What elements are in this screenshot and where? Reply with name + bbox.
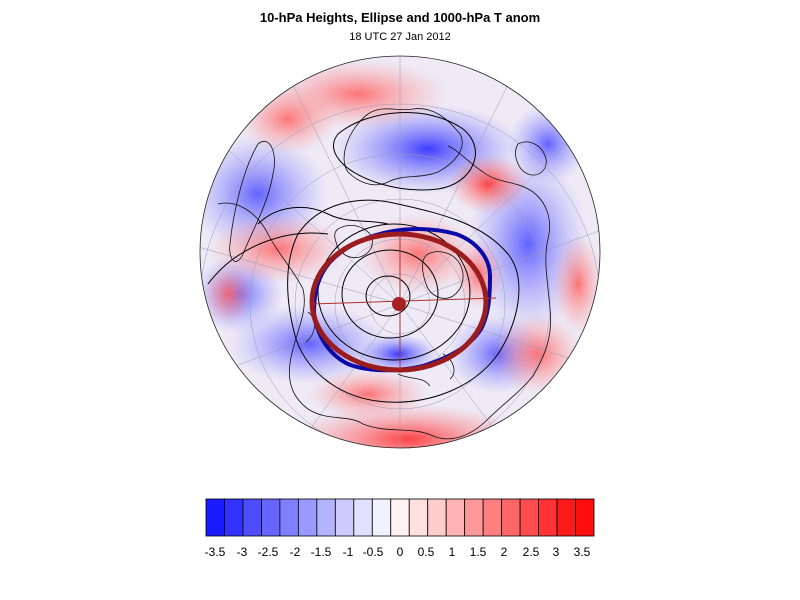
- colorbar-tick-label: 2: [501, 545, 508, 559]
- colorbar-tick-label: -3.5: [205, 545, 226, 559]
- colorbar-swatch: [242, 498, 262, 537]
- colorbar-swatch: [224, 498, 244, 537]
- fitted-ellipse: [309, 231, 489, 373]
- colorbar-swatch: [519, 498, 539, 537]
- temperature-anomaly-field: [200, 56, 600, 448]
- colorbar-swatch: [556, 498, 576, 537]
- colorbar-swatch: [482, 498, 503, 537]
- colorbar-swatch: [279, 498, 299, 537]
- colorbar-tick-label: -1.5: [311, 545, 332, 559]
- colorbar-swatch: [261, 498, 281, 537]
- colorbar-swatch: [464, 498, 484, 537]
- colorbar-swatch: [371, 498, 392, 537]
- colorbar-swatch: [334, 498, 355, 537]
- colorbar-tick-label: 1.5: [470, 545, 487, 559]
- ellipse-centroid: [392, 297, 406, 311]
- colorbar-swatch: [408, 498, 429, 537]
- height-contours: [207, 112, 520, 403]
- colorbar-tick-label: 0.5: [418, 545, 435, 559]
- colorbar-swatch: [501, 498, 521, 537]
- colorbar-tick-label: 2.5: [523, 545, 540, 559]
- colorbar-tick-label: -0.5: [363, 545, 384, 559]
- colorbar-swatch: [205, 498, 225, 537]
- colorbar-swatch: [575, 498, 595, 537]
- colorbar-tick-label: 1: [449, 545, 456, 559]
- polar-map: [199, 55, 601, 449]
- colorbar-tick-label: -1: [343, 545, 354, 559]
- colorbar: -3.5 -3 -2.5 -2 -1.5 -1 -0.5 0 0.5 1 1.5 2 2.5 3 3.5: [205, 498, 595, 559]
- colorbar-swatch: [445, 498, 466, 537]
- colorbar-swatch: [353, 498, 373, 537]
- colorbar-swatch: [390, 498, 410, 537]
- colorbar-tick-label: -2: [290, 545, 301, 559]
- colorbar-tick-label: -3: [237, 545, 248, 559]
- colorbar-labels: -3.5 -3 -2.5 -2 -1.5 -1 -0.5 0 0.5 1 1.5 2 2.5 3 3.5: [205, 545, 591, 559]
- colorbar-tick-label: 3.5: [574, 545, 591, 559]
- colorbar-swatch: [538, 498, 558, 537]
- colorbar-tick-label: -2.5: [258, 545, 279, 559]
- colorbar-tick-label: 3: [553, 545, 560, 559]
- globe-outline: [199, 55, 601, 449]
- colorbar-swatches: [205, 498, 595, 537]
- figure-subtitle: 18 UTC 27 Jan 2012: [349, 31, 451, 43]
- colorbar-tick-label: 0: [397, 545, 404, 559]
- colorbar-swatch: [297, 498, 318, 537]
- colorbar-swatch: [316, 498, 336, 537]
- colorbar-swatch: [427, 498, 447, 537]
- figure-title: 10-hPa Heights, Ellipse and 1000-hPa T a…: [259, 10, 541, 25]
